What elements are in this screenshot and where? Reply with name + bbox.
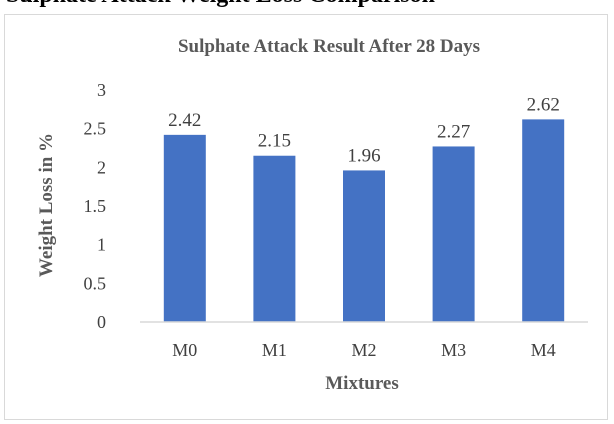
data-labels: 2.42 2.15 1.96 2.27 2.62 — [168, 94, 560, 166]
y-tick-label: 3 — [97, 80, 106, 100]
y-tick-label: 2 — [97, 157, 106, 177]
bar-m1 — [253, 155, 296, 322]
section-heading: Sulphate Attack Weight Loss Comparison — [0, 0, 614, 12]
y-tick-label: 1 — [97, 235, 106, 255]
y-tick-label: 1.5 — [84, 196, 107, 216]
x-tick-label: M3 — [441, 340, 466, 360]
data-label-m2: 1.96 — [347, 145, 380, 166]
y-tick-label: 0.5 — [84, 273, 107, 293]
x-tick-label: M4 — [531, 340, 556, 360]
y-tick-label: 0 — [97, 312, 106, 332]
x-tick-labels: M0 M1 M2 M3 M4 — [172, 340, 555, 360]
x-tick-label: M1 — [262, 340, 287, 360]
y-tick-labels: 0 0.5 1 1.5 2 2.5 3 — [84, 80, 107, 332]
y-axis-label: Weight Loss in % — [36, 133, 57, 277]
data-label-m3: 2.27 — [437, 121, 470, 142]
data-label-m4: 2.62 — [527, 94, 560, 115]
bar-m4 — [522, 119, 565, 323]
x-tick-label: M2 — [351, 340, 376, 360]
chart-area — [4, 14, 608, 420]
x-axis-label: Mixtures — [325, 373, 399, 394]
data-label-m0: 2.42 — [168, 110, 201, 131]
data-label-m1: 2.15 — [258, 131, 291, 152]
bar-m0 — [163, 134, 206, 322]
x-tick-label: M0 — [172, 340, 197, 360]
bar-m2 — [343, 170, 385, 322]
chart-title: Sulphate Attack Result After 28 Days — [178, 36, 480, 57]
bar-m3 — [432, 146, 475, 322]
y-tick-label: 2.5 — [84, 119, 107, 139]
bars — [163, 119, 565, 323]
